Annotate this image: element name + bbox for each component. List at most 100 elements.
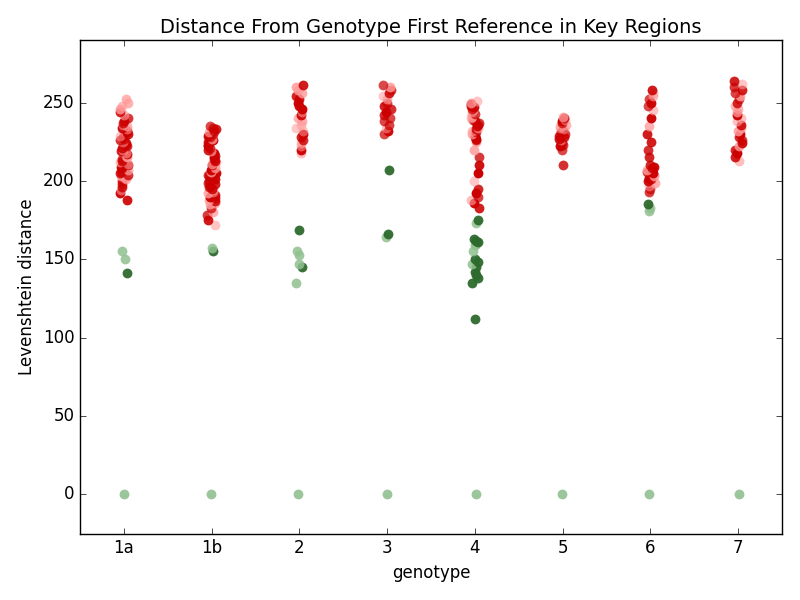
Point: [116, 143, 129, 153]
Point: [114, 188, 126, 198]
Point: [560, 120, 573, 130]
Point: [116, 164, 129, 173]
Point: [206, 136, 219, 145]
Point: [206, 184, 218, 194]
Point: [116, 179, 129, 189]
Point: [470, 96, 483, 106]
Point: [736, 85, 749, 95]
Point: [204, 181, 217, 190]
Point: [115, 185, 128, 195]
Point: [290, 278, 302, 287]
Point: [467, 115, 480, 125]
Point: [648, 172, 661, 181]
Point: [202, 188, 214, 198]
Point: [468, 116, 481, 126]
Point: [642, 176, 654, 186]
Point: [209, 162, 222, 172]
Point: [468, 176, 481, 186]
Point: [731, 148, 744, 158]
Point: [291, 113, 304, 123]
Point: [646, 164, 658, 173]
Point: [292, 225, 305, 235]
Point: [121, 128, 134, 137]
Point: [470, 218, 482, 228]
Point: [118, 173, 131, 182]
Point: [296, 88, 309, 98]
Point: [202, 215, 214, 225]
Title: Distance From Genotype First Reference in Key Regions: Distance From Genotype First Reference i…: [160, 18, 702, 37]
Point: [557, 126, 570, 136]
Point: [553, 131, 566, 140]
Point: [120, 149, 133, 159]
Point: [466, 106, 479, 115]
Point: [471, 192, 484, 202]
Point: [641, 167, 654, 176]
Point: [735, 79, 748, 89]
Point: [384, 113, 397, 123]
Point: [469, 262, 482, 272]
Point: [556, 145, 569, 154]
Point: [293, 250, 306, 259]
Point: [647, 92, 660, 101]
Point: [642, 206, 655, 215]
Point: [472, 257, 485, 267]
Point: [644, 137, 657, 146]
Point: [296, 107, 309, 117]
Point: [205, 490, 218, 499]
Point: [206, 247, 219, 256]
Point: [379, 123, 392, 133]
Point: [117, 120, 130, 130]
Point: [466, 112, 478, 122]
Point: [208, 179, 221, 189]
Point: [378, 129, 390, 139]
Point: [465, 195, 478, 205]
Point: [116, 154, 129, 164]
Point: [643, 160, 656, 170]
Point: [202, 142, 214, 151]
Point: [554, 128, 567, 137]
Point: [554, 142, 567, 151]
Point: [202, 178, 214, 187]
Point: [117, 137, 130, 146]
Point: [120, 175, 133, 184]
Point: [203, 182, 216, 192]
Point: [117, 490, 130, 499]
Point: [292, 101, 305, 110]
Point: [466, 126, 478, 136]
Point: [377, 80, 390, 90]
Point: [557, 124, 570, 134]
Point: [556, 490, 569, 499]
Point: [210, 124, 222, 134]
Point: [121, 121, 134, 131]
Point: [646, 88, 659, 98]
Point: [209, 164, 222, 173]
Point: [473, 203, 486, 212]
Point: [206, 134, 218, 143]
Point: [121, 165, 134, 175]
Point: [465, 101, 478, 110]
Point: [379, 233, 392, 242]
Point: [731, 98, 744, 107]
Point: [115, 162, 128, 172]
Point: [465, 113, 478, 123]
X-axis label: genotype: genotype: [392, 564, 470, 582]
Point: [210, 157, 222, 167]
Point: [471, 215, 484, 225]
Point: [385, 85, 398, 95]
Point: [114, 157, 126, 167]
Point: [648, 178, 661, 187]
Point: [468, 145, 481, 154]
Point: [468, 198, 481, 208]
Point: [728, 76, 741, 85]
Point: [554, 136, 567, 145]
Point: [122, 113, 134, 123]
Point: [641, 165, 654, 175]
Point: [470, 136, 482, 145]
Point: [467, 247, 480, 256]
Point: [203, 132, 216, 142]
Point: [114, 131, 126, 140]
Point: [473, 160, 486, 170]
Point: [646, 85, 658, 95]
Point: [117, 132, 130, 142]
Point: [645, 98, 658, 107]
